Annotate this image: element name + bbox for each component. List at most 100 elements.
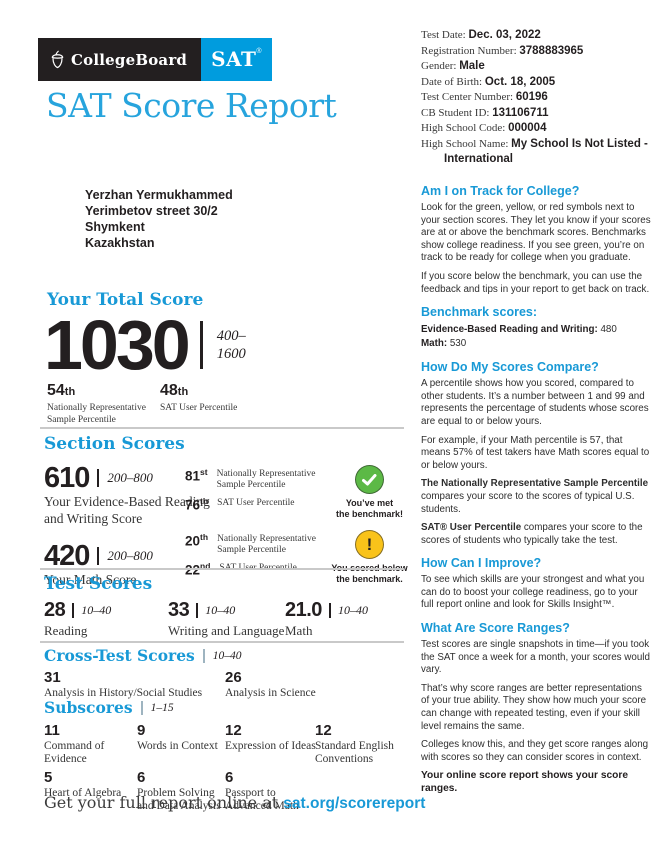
percentile-entry: 20th Nationally Representative Sample Pe…	[185, 532, 340, 556]
score-range-divider	[97, 469, 100, 487]
score-line: 28 10–40	[44, 599, 112, 621]
ebrw-score-label: Your Evidence-Based Reading and Writing …	[44, 494, 210, 526]
score-label: Passport to Advanced Math	[225, 787, 299, 812]
info-row-dob: Date of Birth: Oct. 18, 2005	[421, 75, 653, 91]
ebrw-score-value: 610	[44, 462, 90, 494]
subscores-row-1: 11 Command of Evidence 9 Words in Contex…	[44, 722, 412, 765]
subscore-words-in-context: 9 Words in Context	[137, 723, 218, 753]
score-label: Math	[285, 623, 313, 638]
status-line1: You’ve met	[345, 498, 394, 508]
subscore-heart-of-algebra: 5 Heart of Algebra	[44, 770, 122, 800]
number: 76	[185, 497, 201, 513]
info-row-test-center: Test Center Number: 60196	[421, 90, 653, 106]
ordinal: st	[200, 467, 208, 477]
math-score-block: 420 200–800 Your Math Score	[44, 530, 219, 589]
percentile-number: 48	[160, 382, 178, 399]
acorn-icon	[50, 50, 65, 69]
collegeboard-sat-logo: CollegeBoard SAT ®	[38, 38, 272, 81]
paragraph-rest: compares your score to the scores of stu…	[421, 522, 643, 546]
test-scores-row: 28 10–40 Reading 33 10–40 Writing and Lang…	[44, 599, 412, 643]
paragraph-lead: SAT® User Percentile	[421, 522, 522, 534]
score-line: 420 200–800	[44, 542, 219, 571]
score-value: 28	[44, 599, 66, 621]
math-score-range: 200–800	[107, 548, 153, 563]
info-row-hs-code: High School Code: 000004	[421, 121, 653, 137]
score-report-link[interactable]: sat.org/scorereport	[283, 795, 426, 812]
number: 81	[185, 468, 201, 484]
total-score-section: Your Total Score 1030 400– 1600 54th Nat…	[44, 290, 404, 430]
score-label: Command of Evidence	[44, 740, 105, 765]
number: 22	[185, 562, 201, 578]
paragraph-rest: compares your score to the scores of typ…	[421, 490, 635, 515]
sidebar-heading-compare: How Do My Scores Compare?	[421, 360, 599, 375]
score-value: 6	[137, 769, 146, 786]
subscore-passport-advanced-math: 6 Passport to Advanced Math	[225, 770, 311, 812]
section-scores-section: Section Scores 610 200–800 Your Evidence…	[44, 434, 412, 590]
sidebar-paragraph: That’s why score ranges are better repre…	[421, 682, 647, 732]
subscores-row-2: 5 Heart of Algebra 6 Problem Solving and…	[44, 769, 412, 812]
address-city: Shymkent	[85, 220, 145, 234]
score-label: Reading	[44, 623, 88, 638]
subscore-command-of-evidence: 11 Command of Evidence	[44, 723, 130, 765]
score-range-divider	[328, 603, 331, 618]
ebrw-percentiles: 81st Nationally Representative Sample Pe…	[185, 467, 340, 518]
total-score-row: 1030 400– 1600	[44, 310, 404, 380]
percentile-label: Nationally Representative Sample Percent…	[216, 469, 316, 490]
info-value: 3788883965	[519, 44, 584, 57]
info-row-hs-name: High School Name: My School Is Not Liste…	[421, 137, 653, 153]
score-range-divider	[196, 603, 199, 618]
collegeboard-logo-block: CollegeBoard	[38, 38, 202, 81]
sidebar-paragraph: Colleges know this, and they get score r…	[421, 739, 649, 763]
explanatory-sidebar: Am I on Track for College? Look for the …	[421, 184, 651, 796]
score-range: 10–40	[81, 603, 112, 617]
percentile-number: 81st	[185, 467, 208, 491]
percentile-national: 54th Nationally Representative Sample Per…	[47, 382, 146, 426]
score-label: Standard English Conventions	[315, 740, 394, 765]
info-value: 60196	[515, 91, 548, 103]
sidebar-heading-ranges: What Are Score Ranges?	[421, 621, 570, 636]
section-divider	[40, 641, 404, 643]
cross-test-range: 10–40	[212, 649, 242, 662]
cross-test-history: 31 Analysis in History/Social Studies	[44, 669, 203, 700]
status-line2: the benchmark!	[335, 508, 404, 519]
info-row-registration: Registration Number: 3788883965	[421, 44, 653, 60]
test-score-reading: 28 10–40 Reading	[44, 599, 112, 639]
score-label: Heart of Algebra	[44, 787, 122, 799]
subscores-section: Subscores 1–15 11 Command of Evidence 9 …	[44, 698, 412, 812]
score-line: 33 10–40	[168, 599, 284, 621]
benchmark-ebrw: Evidence-Based Reading and Writing: 480	[421, 323, 651, 337]
sidebar-heading-benchmarks: Benchmark scores:	[421, 305, 538, 320]
cross-test-scores-section: Cross-Test Scores 10–40 31 Analysis in H…	[44, 646, 412, 705]
subscore-expression-of-ideas: 12 Expression of Ideas	[225, 722, 316, 753]
section-scores-heading: Section Scores	[44, 434, 185, 454]
score-value: 12	[315, 722, 332, 739]
ebrw-score-row: 610 200–800 Your Evidence-Based Reading …	[44, 462, 412, 526]
info-label: CB Student ID:	[421, 106, 490, 119]
info-value: 131106711	[492, 106, 549, 119]
mailing-address: Yerzhan Yermukhammed Yerimbetov street 3…	[85, 187, 233, 251]
ordinal: nd	[200, 561, 211, 571]
percentile-suffix: th	[177, 386, 189, 398]
score-value: 33	[168, 599, 190, 621]
subscores-range: 1–15	[150, 701, 174, 714]
benchmark-math: Math: 530	[421, 337, 651, 351]
percentile-value: 54th	[47, 382, 146, 400]
percentile-label: Nationally Representative Sample Percent…	[217, 534, 316, 555]
test-score-writing: 33 10–40 Writing and Language	[168, 599, 284, 639]
sidebar-paragraph: To see which skills are your strongest a…	[421, 574, 645, 611]
score-value: 31	[44, 669, 61, 686]
score-range: 10–40	[337, 603, 368, 617]
info-label: High School Name:	[421, 137, 509, 150]
ebrw-score-range: 200–800	[107, 470, 153, 485]
address-name: Yerzhan Yermukhammed	[85, 188, 233, 202]
heading-range-divider	[202, 648, 205, 663]
score-label: Analysis in History/Social Studies	[44, 687, 203, 699]
subscores-heading: Subscores	[44, 698, 133, 717]
percentile-number: 22nd	[185, 561, 210, 578]
benchmark-value: 480	[597, 324, 617, 336]
percentile-number: 20th	[185, 532, 208, 556]
score-line: 610 200–800	[44, 462, 219, 494]
score-value: 12	[225, 722, 242, 739]
footer-text: Get your full report online at	[44, 793, 284, 812]
cross-test-heading: Cross-Test Scores	[44, 646, 195, 665]
